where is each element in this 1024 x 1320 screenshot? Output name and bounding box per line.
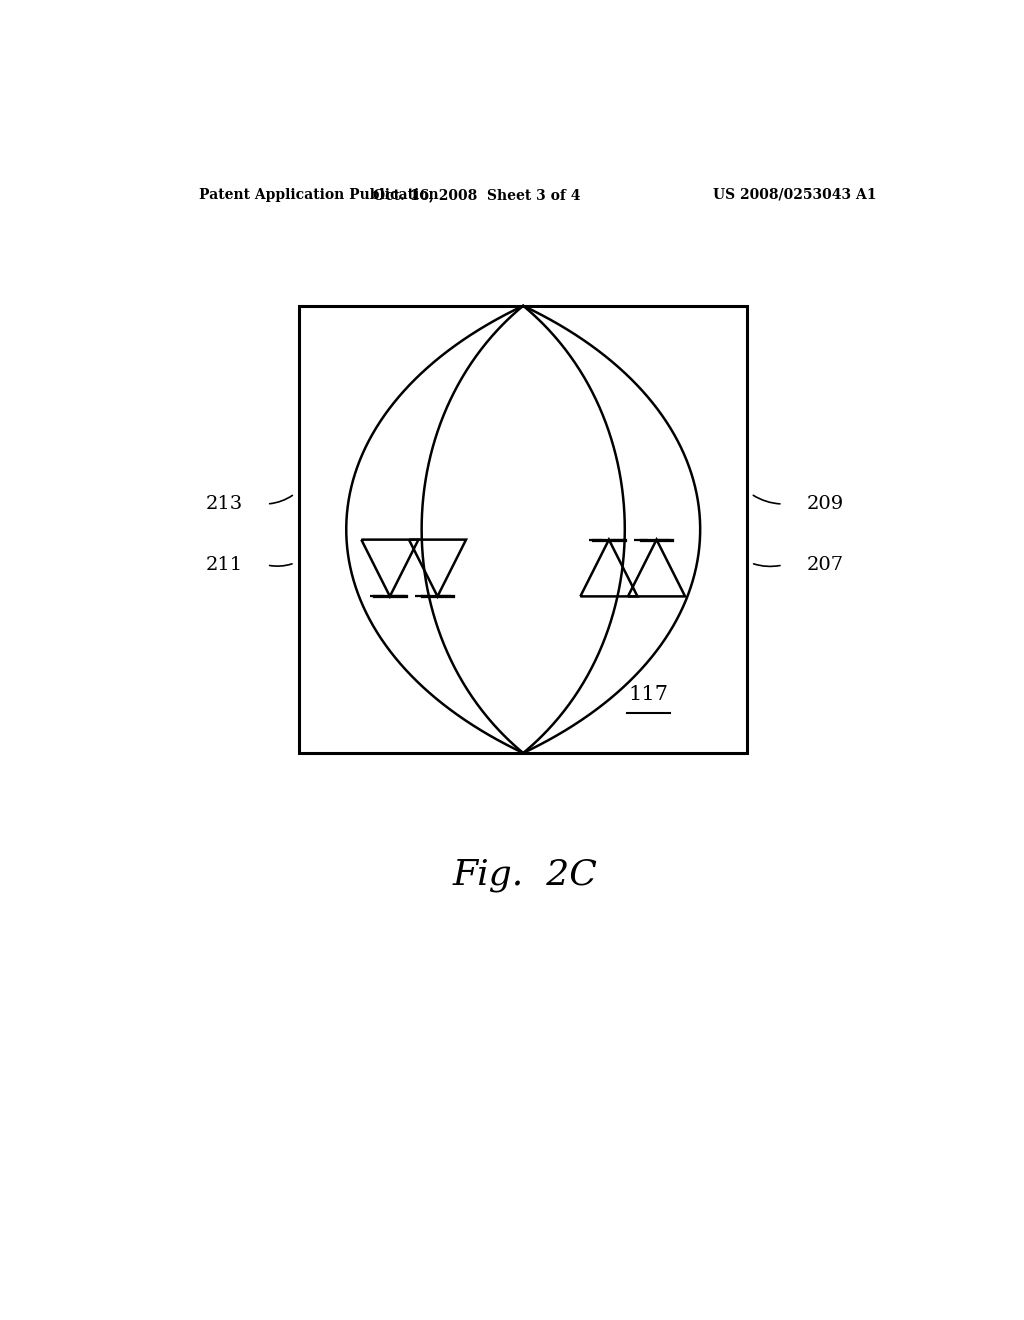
Text: 117: 117 xyxy=(629,685,669,705)
Text: 213: 213 xyxy=(206,495,243,513)
Text: Patent Application Publication: Patent Application Publication xyxy=(200,187,439,202)
Text: Fig.  2C: Fig. 2C xyxy=(453,858,597,892)
Text: 211: 211 xyxy=(206,556,243,574)
Text: Oct. 16, 2008  Sheet 3 of 4: Oct. 16, 2008 Sheet 3 of 4 xyxy=(374,187,581,202)
Text: 207: 207 xyxy=(807,556,844,574)
Bar xyxy=(299,306,748,752)
Text: US 2008/0253043 A1: US 2008/0253043 A1 xyxy=(713,187,877,202)
Text: 209: 209 xyxy=(807,495,844,513)
